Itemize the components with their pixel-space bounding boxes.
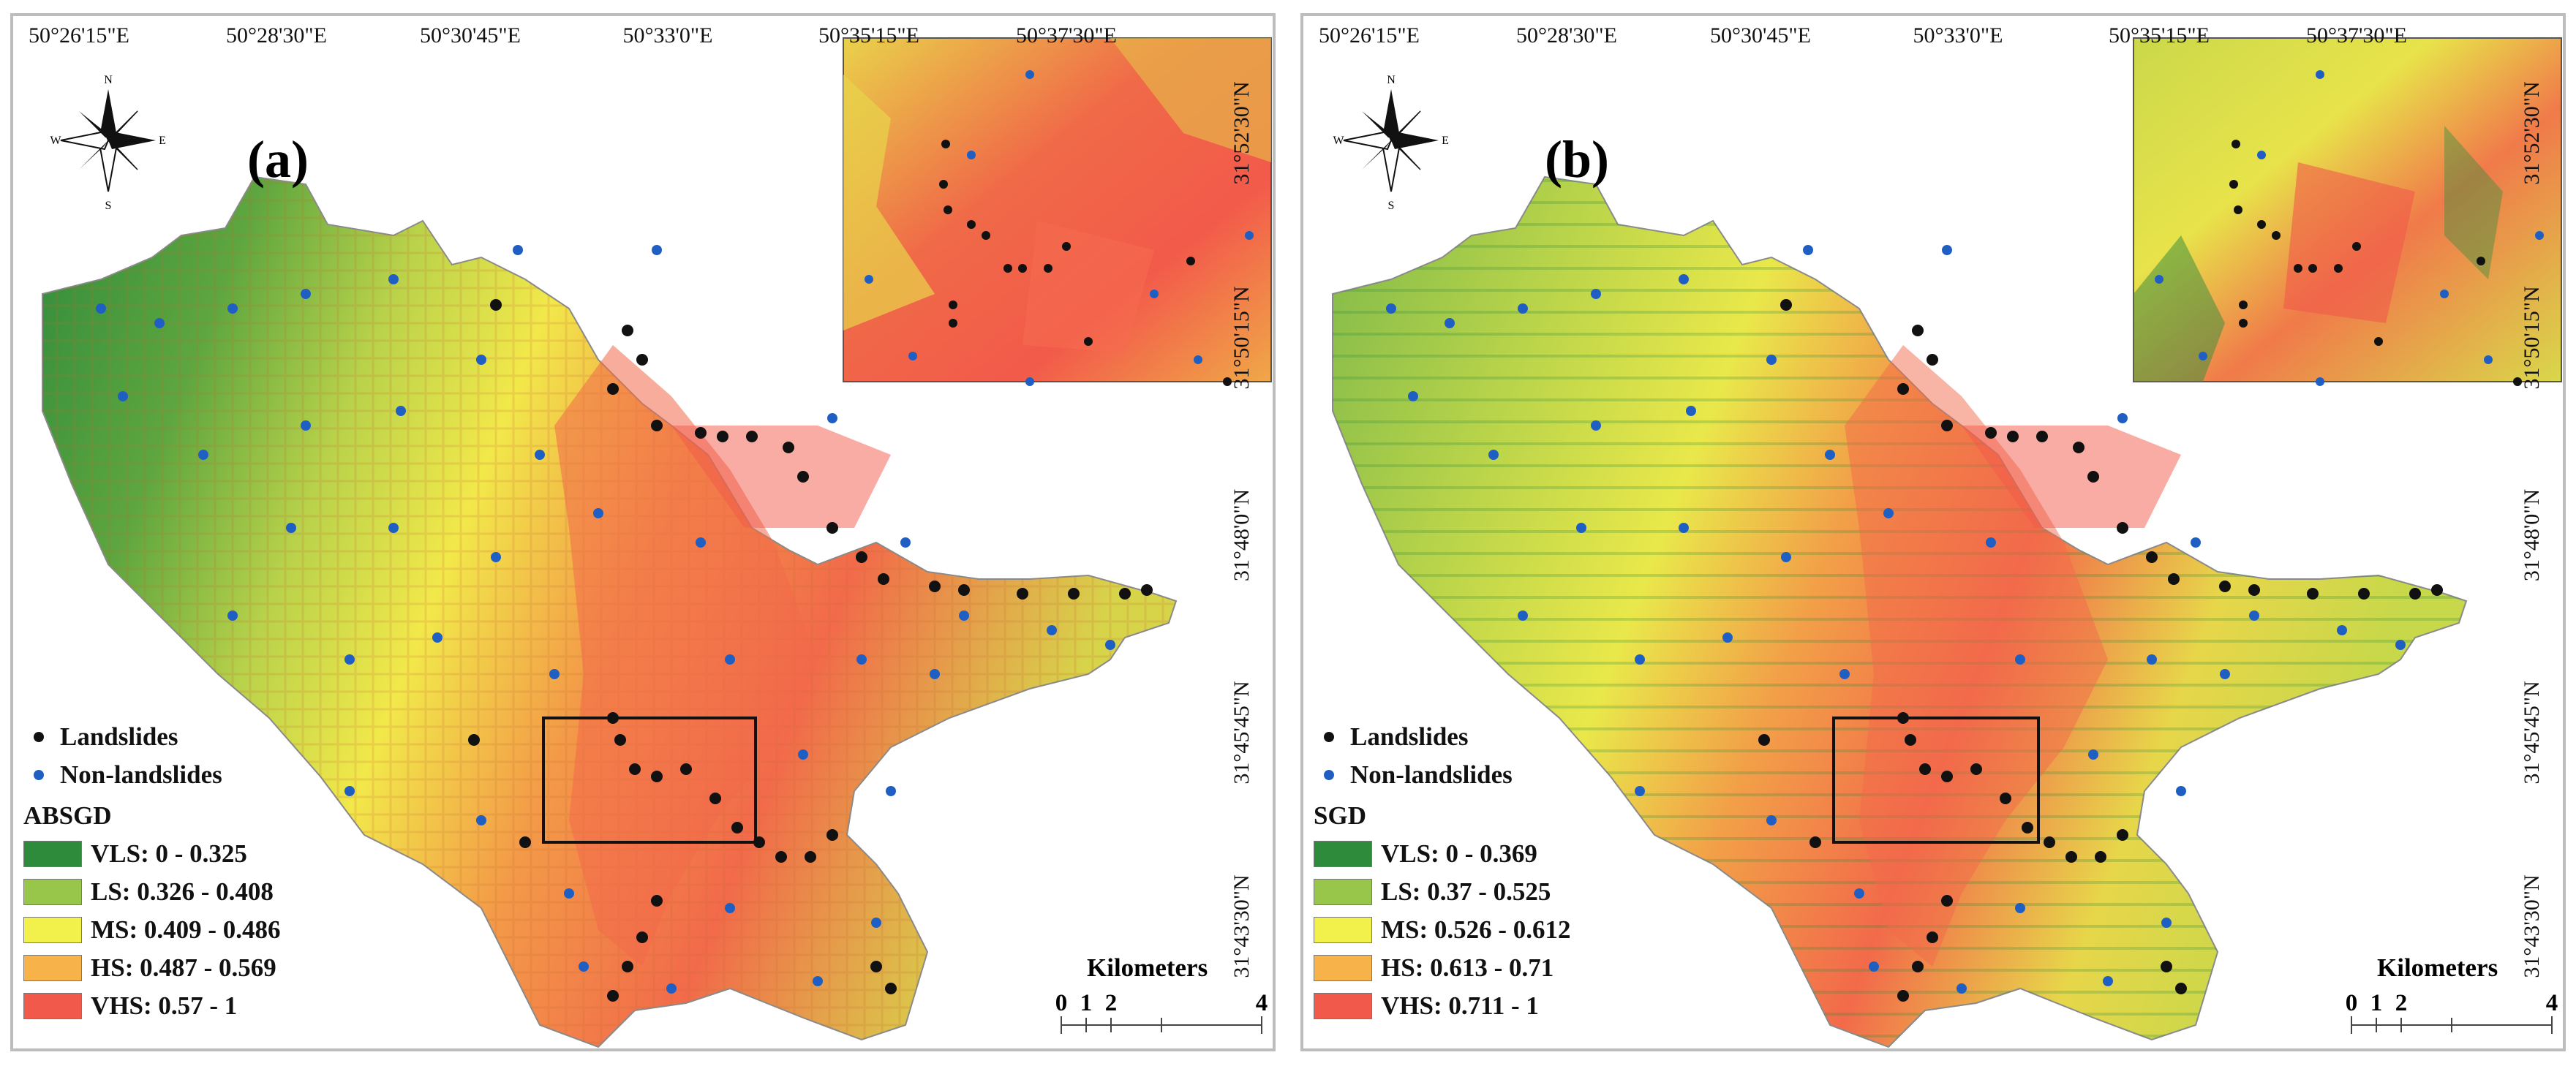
inset-map (2133, 37, 2562, 386)
lat-label: 31°48'0"N (1229, 488, 1254, 582)
legend-item: HS: 0.487 - 0.569 (23, 949, 281, 987)
landslide-points (1758, 299, 2443, 1002)
scale-title: Kilometers (1087, 953, 1208, 982)
compass-s: S (105, 200, 112, 212)
lat-label: 31°52'30"N (1229, 81, 1254, 185)
scale-tick: 2 (2395, 990, 2408, 1016)
scale-title: Kilometers (2377, 953, 2498, 982)
legend-swatch (23, 917, 82, 943)
legend-title: ABSGD (23, 801, 112, 830)
scale-tick: 0 (1055, 990, 1068, 1016)
map-canvas (1332, 37, 2562, 1048)
lon-label: 50°33'0"E (1913, 23, 2003, 48)
scale-tick: 1 (1080, 990, 1093, 1016)
legend-swatch (1314, 841, 1372, 867)
scale-tick: 1 (2370, 990, 2383, 1016)
legend-item: VHS: 0.711 - 1 (1314, 987, 1571, 1025)
compass-n: N (104, 74, 113, 86)
lat-label: 31°48'0"N (2520, 488, 2544, 582)
north-arrow-icon: N S W E (1333, 74, 1449, 212)
panel-label: (a) (247, 130, 309, 189)
map-canvas (42, 37, 1272, 1048)
map-panel-a: 50°26'15"E 50°28'30"E 50°30'45"E 50°33'0… (10, 13, 1276, 1051)
landslide-dot-icon (1324, 732, 1334, 742)
legend-item: Landslides (1314, 718, 1571, 756)
compass-w: W (50, 135, 61, 147)
lon-label: 50°35'15"E (2109, 23, 2210, 48)
legend-item: LS: 0.326 - 0.408 (23, 873, 281, 911)
lon-label: 50°28'30"E (1516, 23, 1617, 48)
legend-swatch (1314, 917, 1372, 943)
legend-swatch (23, 955, 82, 981)
scale-tick: 4 (2545, 990, 2558, 1016)
legend-item: VHS: 0.57 - 1 (23, 987, 281, 1025)
non-landslide-points (96, 245, 1115, 994)
compass-e: E (159, 135, 166, 147)
scale-tick: 0 (2345, 990, 2358, 1016)
lon-label: 50°37'30"E (2306, 23, 2407, 48)
legend-item: LS: 0.37 - 0.525 (1314, 873, 1571, 911)
landslide-points (468, 299, 1153, 1002)
legend-swatch (23, 879, 82, 905)
lon-label: 50°35'15"E (818, 23, 919, 48)
lon-label: 50°30'45"E (420, 23, 521, 48)
scale-bar: Kilometers 0 1 2 4 (1043, 953, 1268, 1034)
legend-swatch (23, 993, 82, 1019)
scale-bar-graphic (1061, 1016, 1262, 1034)
legend-item: Non-landslides (1314, 756, 1571, 794)
scale-tick: 2 (1104, 990, 1118, 1016)
non-landslide-dot-icon (34, 770, 44, 780)
legend-item: HS: 0.613 - 0.71 (1314, 949, 1571, 987)
compass-s: S (1388, 200, 1395, 212)
compass-e: E (1442, 135, 1449, 147)
non-landslide-dot-icon (1324, 770, 1334, 780)
lon-label: 50°26'15"E (1319, 23, 1420, 48)
legend-swatch (23, 841, 82, 867)
legend-title: SGD (1314, 801, 1366, 830)
legend-swatch (1314, 955, 1372, 981)
non-landslide-points (1386, 245, 2406, 994)
lon-label: 50°28'30"E (226, 23, 327, 48)
scale-bar: Kilometers 0 1 2 4 (2333, 953, 2558, 1034)
legend-swatch (1314, 993, 1372, 1019)
lat-label: 31°45'45"N (1229, 681, 1254, 785)
map-panel-b: 50°26'15"E 50°28'30"E 50°30'45"E 50°33'0… (1300, 13, 2566, 1051)
legend-swatch (1314, 879, 1372, 905)
lon-label: 50°33'0"E (622, 23, 713, 48)
lon-label: 50°26'15"E (29, 23, 129, 48)
legend: Landslides Non-landslides SGD VLS: 0 - 0… (1314, 718, 1571, 1025)
zoom-extent-box (542, 717, 757, 844)
legend-item: VLS: 0 - 0.325 (23, 835, 281, 873)
panel-label: (b) (1545, 130, 1609, 189)
landslide-dot-icon (34, 732, 44, 742)
scale-tick: 4 (1255, 990, 1268, 1016)
legend-item: MS: 0.409 - 0.486 (23, 911, 281, 949)
legend-item: Landslides (23, 718, 281, 756)
legend: Landslides Non-landslides ABSGD VLS: 0 -… (23, 718, 281, 1025)
zoom-extent-box (1832, 717, 2040, 844)
lat-label: 31°50'15"N (2520, 286, 2544, 390)
legend-item: MS: 0.526 - 0.612 (1314, 911, 1571, 949)
lat-label: 31°50'15"N (1229, 286, 1254, 390)
lat-label: 31°52'30"N (2520, 81, 2544, 185)
north-arrow-icon: N S W E (50, 74, 166, 212)
compass-w: W (1333, 135, 1344, 147)
lat-label: 31°45'45"N (2520, 681, 2544, 785)
legend-item: Non-landslides (23, 756, 281, 794)
legend-item: VLS: 0 - 0.369 (1314, 835, 1571, 873)
compass-n: N (1387, 74, 1396, 86)
lon-label: 50°37'30"E (1016, 23, 1117, 48)
inset-map (843, 37, 1272, 386)
lon-label: 50°30'45"E (1710, 23, 1811, 48)
scale-bar-graphic (2351, 1016, 2553, 1034)
